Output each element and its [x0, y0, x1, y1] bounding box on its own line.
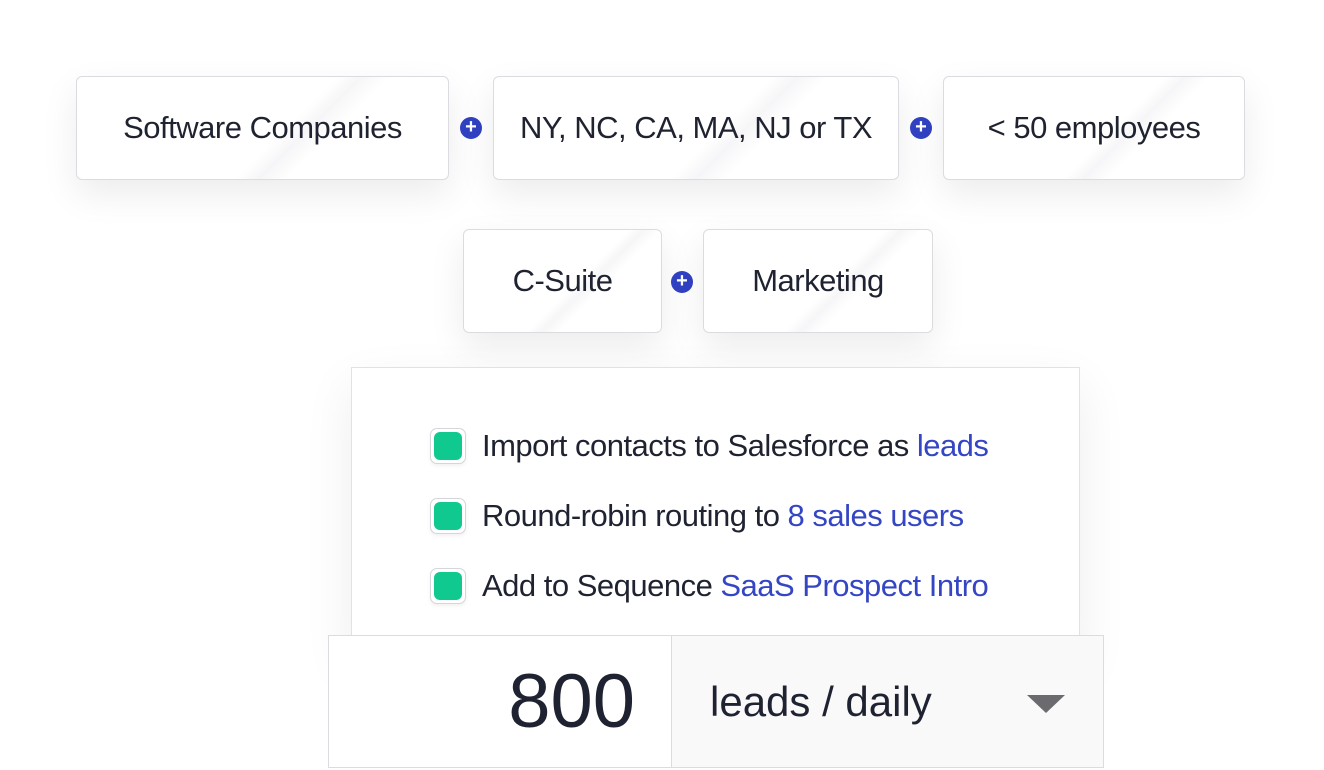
- action-round-robin: Round-robin routing to 8 sales users: [430, 498, 964, 534]
- action-text: Add to Sequence: [482, 568, 713, 603]
- checkbox-add-sequence[interactable]: [430, 568, 466, 604]
- action-import-leads: Import contacts to Salesforce as leads: [430, 428, 989, 464]
- lead-volume-control: 800 leads / daily: [328, 635, 1104, 768]
- caret-down-icon[interactable]: [1027, 695, 1065, 713]
- filter-chip-label: NY, NC, CA, MA, NJ or TX: [519, 110, 873, 145]
- action-text: Round-robin routing to: [482, 498, 780, 533]
- filter-chip-label: Software Companies: [123, 110, 402, 145]
- checkbox-round-robin[interactable]: [430, 498, 466, 534]
- filter-chip-industry[interactable]: Software Companies: [76, 76, 449, 180]
- filter-chip-department[interactable]: Marketing: [703, 229, 933, 333]
- filter-chip-seniority[interactable]: C-Suite: [463, 229, 662, 333]
- filter-chip-location[interactable]: NY, NC, CA, MA, NJ or TX: [493, 76, 899, 180]
- filter-chip-label: Marketing: [752, 263, 884, 298]
- action-add-sequence: Add to Sequence SaaS Prospect Intro: [430, 568, 989, 604]
- plus-circle-icon: +: [671, 271, 693, 293]
- period-dropdown[interactable]: leads / daily: [672, 636, 1103, 767]
- plus-circle-icon: +: [460, 117, 482, 139]
- filter-chip-label: C-Suite: [512, 263, 613, 298]
- checkbox-checked-fill: [434, 502, 462, 530]
- filter-chip-label: < 50 employees: [987, 110, 1201, 145]
- period-label: leads / daily: [710, 677, 932, 725]
- quantity-value: 800: [508, 659, 635, 744]
- quantity-input[interactable]: 800: [329, 636, 672, 767]
- record-type-link[interactable]: leads: [916, 428, 989, 463]
- checkbox-import-leads[interactable]: [430, 428, 466, 464]
- sales-users-link[interactable]: 8 sales users: [787, 498, 964, 533]
- actions-panel: Import contacts to Salesforce as leads R…: [351, 367, 1080, 657]
- action-text: Import contacts to Salesforce as: [482, 428, 909, 463]
- sequence-link[interactable]: SaaS Prospect Intro: [720, 568, 989, 603]
- checkbox-checked-fill: [434, 432, 462, 460]
- checkbox-checked-fill: [434, 572, 462, 600]
- plus-circle-icon: +: [910, 117, 932, 139]
- filter-chip-company-size[interactable]: < 50 employees: [943, 76, 1245, 180]
